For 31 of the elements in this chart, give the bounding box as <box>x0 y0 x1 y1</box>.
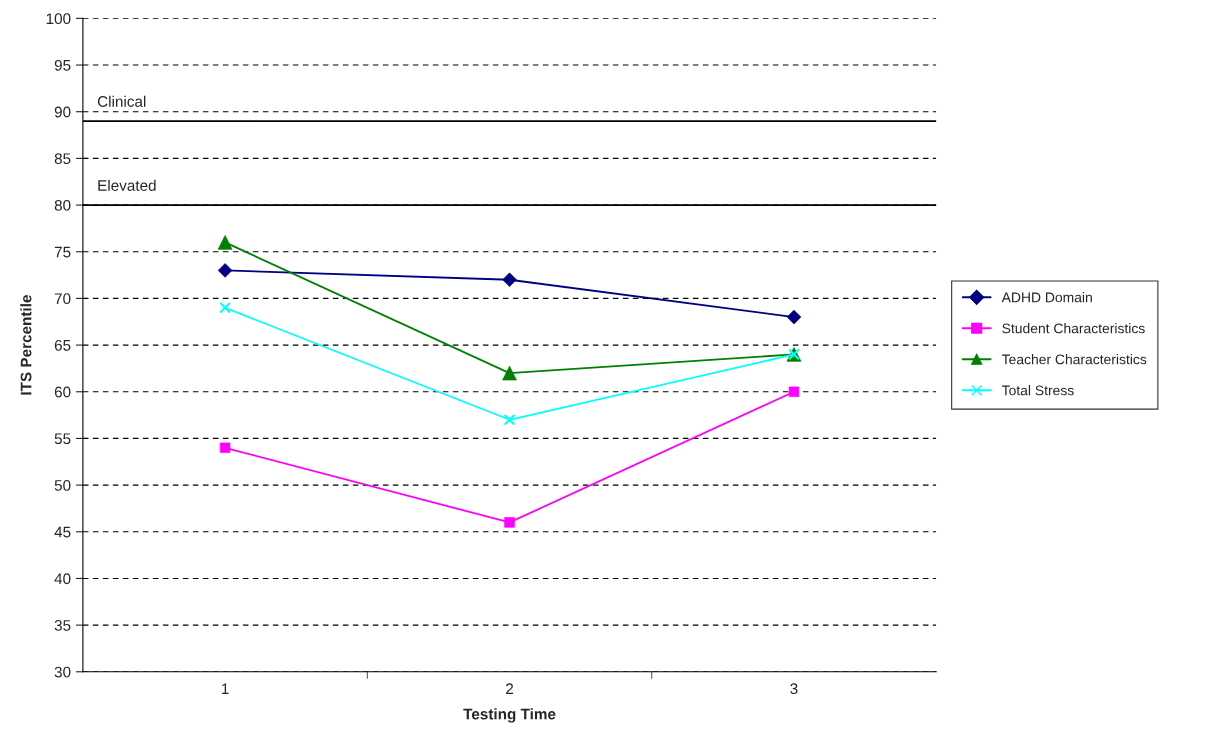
point <box>219 442 231 453</box>
y-tick-label: 80 <box>54 199 71 211</box>
y-tick-label: 85 <box>54 153 71 165</box>
legend-label: ADHD Domain <box>1001 292 1092 303</box>
legend-label: Student Characteristics <box>1002 323 1145 334</box>
y-tick-label: 30 <box>54 666 71 678</box>
y-tick-label: 95 <box>54 59 71 71</box>
ref-line-label: Elevated <box>98 179 156 191</box>
point <box>503 413 516 426</box>
y-tick-label: 40 <box>54 573 71 585</box>
y-tick-label: 65 <box>54 339 71 351</box>
y-tick-label: 55 <box>54 433 71 445</box>
x-tick-label: 1 <box>222 683 229 694</box>
y-tick-label: 60 <box>54 386 71 398</box>
x-axis-title: Testing Time <box>463 708 556 723</box>
y-tick-label: 45 <box>54 526 71 538</box>
point <box>219 301 232 314</box>
point <box>217 263 233 278</box>
point <box>502 272 517 287</box>
y-tick-label: 75 <box>54 246 71 258</box>
y-tick-label: 90 <box>54 106 71 118</box>
y-tick-label: 35 <box>54 619 71 631</box>
x-tick-label: 3 <box>790 683 798 695</box>
legend-label: Teacher Characteristics <box>1001 354 1147 365</box>
x-tick-label: 2 <box>506 683 514 694</box>
y-tick-label: 70 <box>54 293 71 305</box>
ref-line-label: Clinical <box>97 95 146 107</box>
legend-label: Total Stress <box>1001 385 1074 396</box>
y-tick-label: 50 <box>54 479 71 491</box>
y-axis-title: ITS Percentile <box>20 295 32 395</box>
y-tick-label: 100 <box>46 13 71 25</box>
